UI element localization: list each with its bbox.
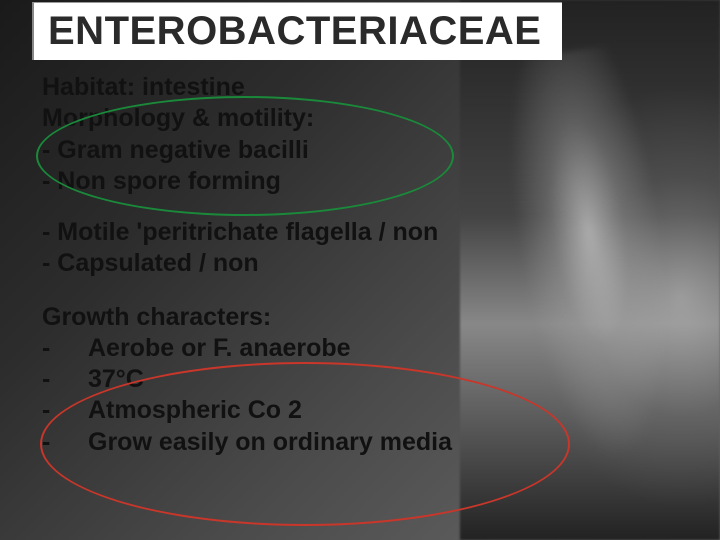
title-box: ENTEROBACTERIACEAE [32, 2, 562, 60]
growth-list: Aerobe or F. anaerobe 37°C Atmospheric C… [42, 333, 602, 458]
morphology-item-1: - Gram negative bacilli [42, 135, 602, 166]
growth-item-2: 37°C [42, 364, 602, 395]
habitat-value: intestine [135, 73, 245, 101]
growth-item-4: Grow easily on ordinary media [42, 427, 602, 458]
morphology-item-2: - Non spore forming [42, 166, 602, 197]
habitat-line: Habitat: intestine [42, 72, 602, 103]
habitat-label: Habitat: [42, 73, 135, 101]
growth-item-3: Atmospheric Co 2 [42, 395, 602, 426]
growth-heading: Growth characters: [42, 302, 602, 333]
slide-stage: ENTEROBACTERIACEAE Habitat: intestine Mo… [0, 0, 720, 540]
capsulated-line: - Capsulated / non [42, 248, 602, 279]
slide-content: Habitat: intestine Morphology & motility… [42, 72, 602, 458]
growth-item-1: Aerobe or F. anaerobe [42, 333, 602, 364]
slide-title: ENTEROBACTERIACEAE [48, 9, 548, 54]
motile-line: - Motile 'peritrichate flagella / non [42, 217, 602, 248]
morphology-heading: Morphology & motility: [42, 103, 602, 134]
